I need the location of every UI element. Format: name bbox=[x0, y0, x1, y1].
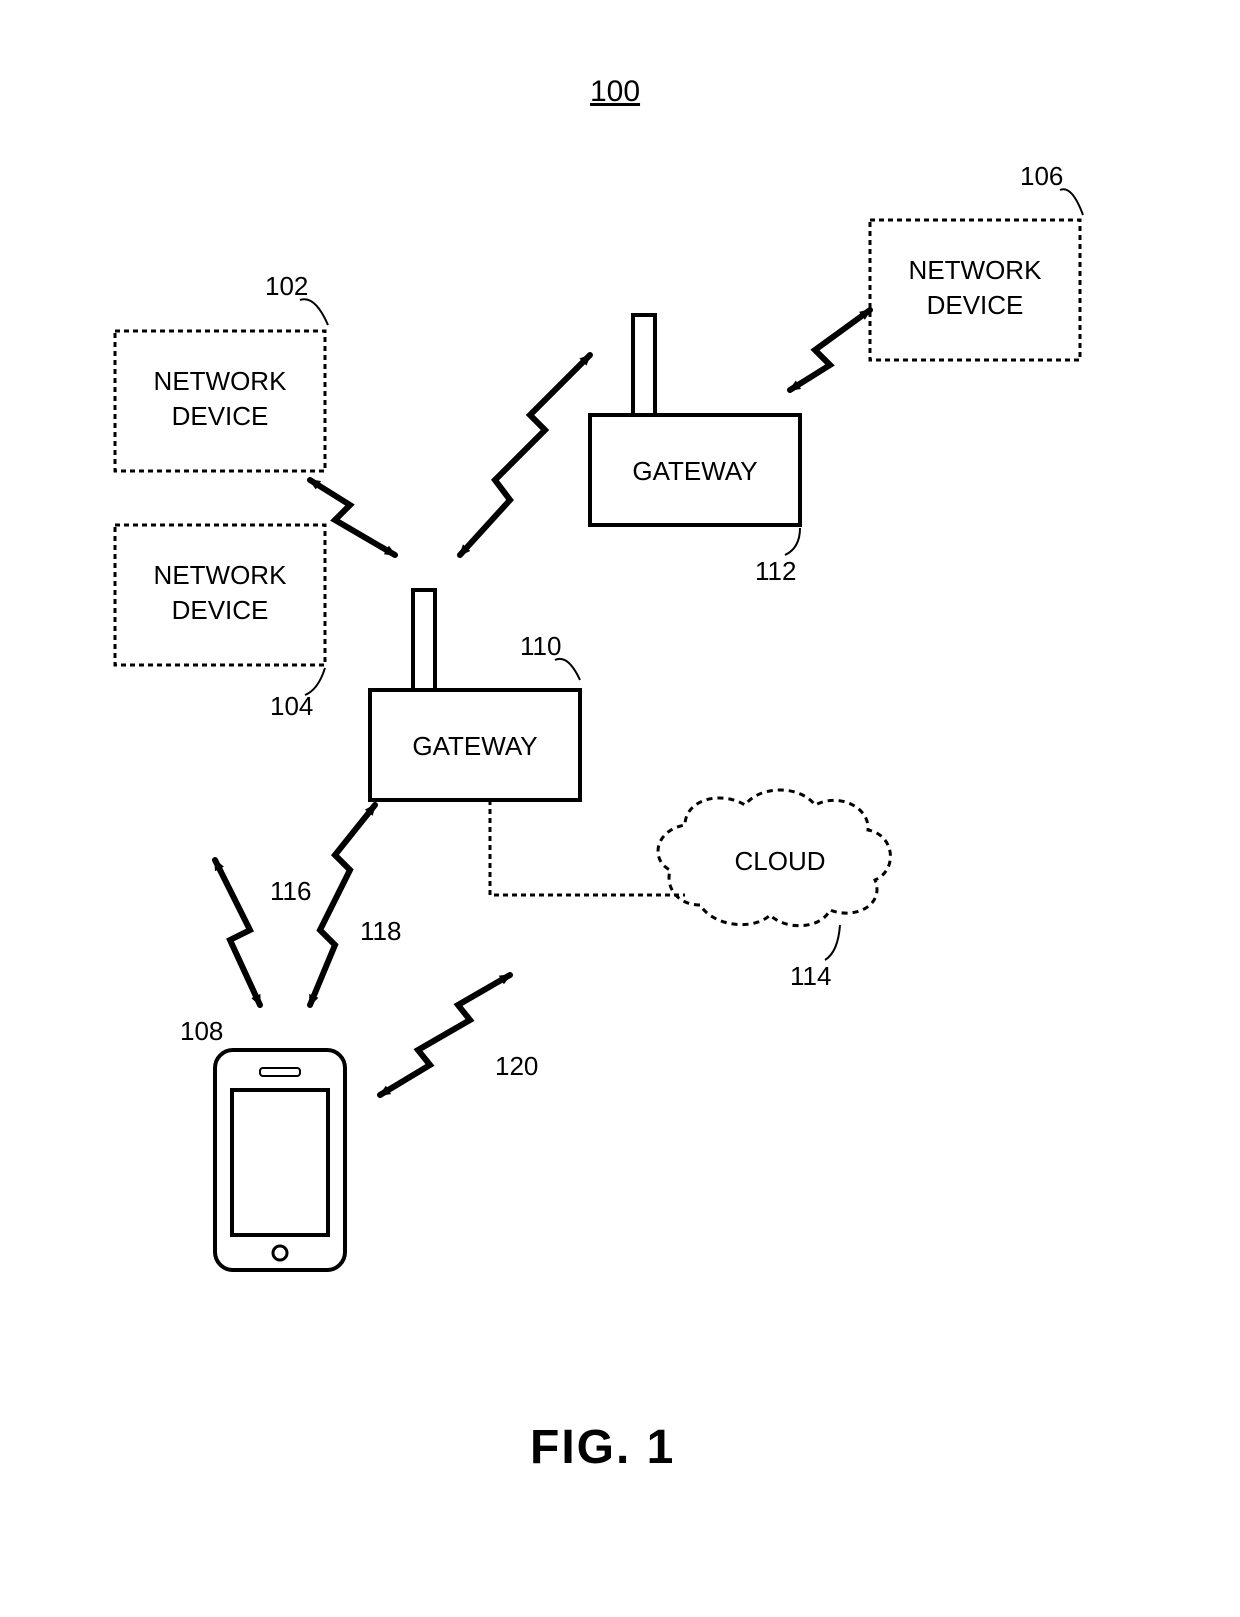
figure-title: FIG. 1 bbox=[530, 1420, 675, 1475]
network-device-106: NETWORK DEVICE 106 bbox=[870, 161, 1083, 360]
device-102-label-1: NETWORK bbox=[154, 366, 288, 396]
network-device-102: NETWORK DEVICE 102 bbox=[115, 271, 328, 471]
wireless-link-110-112 bbox=[460, 355, 590, 555]
ref-108: 108 bbox=[180, 1016, 223, 1046]
cloud-label: CLOUD bbox=[734, 846, 825, 876]
phone-108: 108 bbox=[180, 1016, 345, 1270]
ref-120: 120 bbox=[495, 1051, 538, 1081]
gateway-110: GATEWAY 110 bbox=[370, 590, 580, 800]
ref-112: 112 bbox=[755, 556, 796, 586]
wireless-link-118: 118 bbox=[310, 805, 401, 1005]
device-104-label-2: DEVICE bbox=[172, 595, 269, 625]
device-106-label-2: DEVICE bbox=[927, 290, 1024, 320]
ref-102: 102 bbox=[265, 271, 308, 301]
wireless-link-120: 120 bbox=[380, 975, 538, 1095]
gateway-112-label: GATEWAY bbox=[632, 456, 757, 486]
gateway-110-label: GATEWAY bbox=[412, 731, 537, 761]
device-102-label-2: DEVICE bbox=[172, 401, 269, 431]
figure-number: 100 bbox=[590, 75, 640, 109]
ref-114: 114 bbox=[790, 961, 831, 991]
wired-link-gateway-cloud bbox=[490, 800, 685, 895]
network-device-104: NETWORK DEVICE 104 bbox=[115, 525, 325, 721]
device-104-label-1: NETWORK bbox=[154, 560, 288, 590]
diagram-canvas: NETWORK DEVICE 102 NETWORK DEVICE 104 NE… bbox=[0, 0, 1240, 1617]
gateway-112: GATEWAY 112 bbox=[590, 315, 800, 586]
ref-110: 110 bbox=[520, 631, 561, 661]
ref-104: 104 bbox=[270, 691, 313, 721]
wireless-link-116: 116 bbox=[215, 860, 311, 1005]
device-106-label-1: NETWORK bbox=[909, 255, 1043, 285]
ref-116: 116 bbox=[270, 876, 311, 906]
cloud-114: CLOUD 114 bbox=[658, 790, 890, 991]
ref-106: 106 bbox=[1020, 161, 1063, 191]
wireless-link-112-106 bbox=[790, 310, 870, 390]
ref-118: 118 bbox=[360, 916, 401, 946]
